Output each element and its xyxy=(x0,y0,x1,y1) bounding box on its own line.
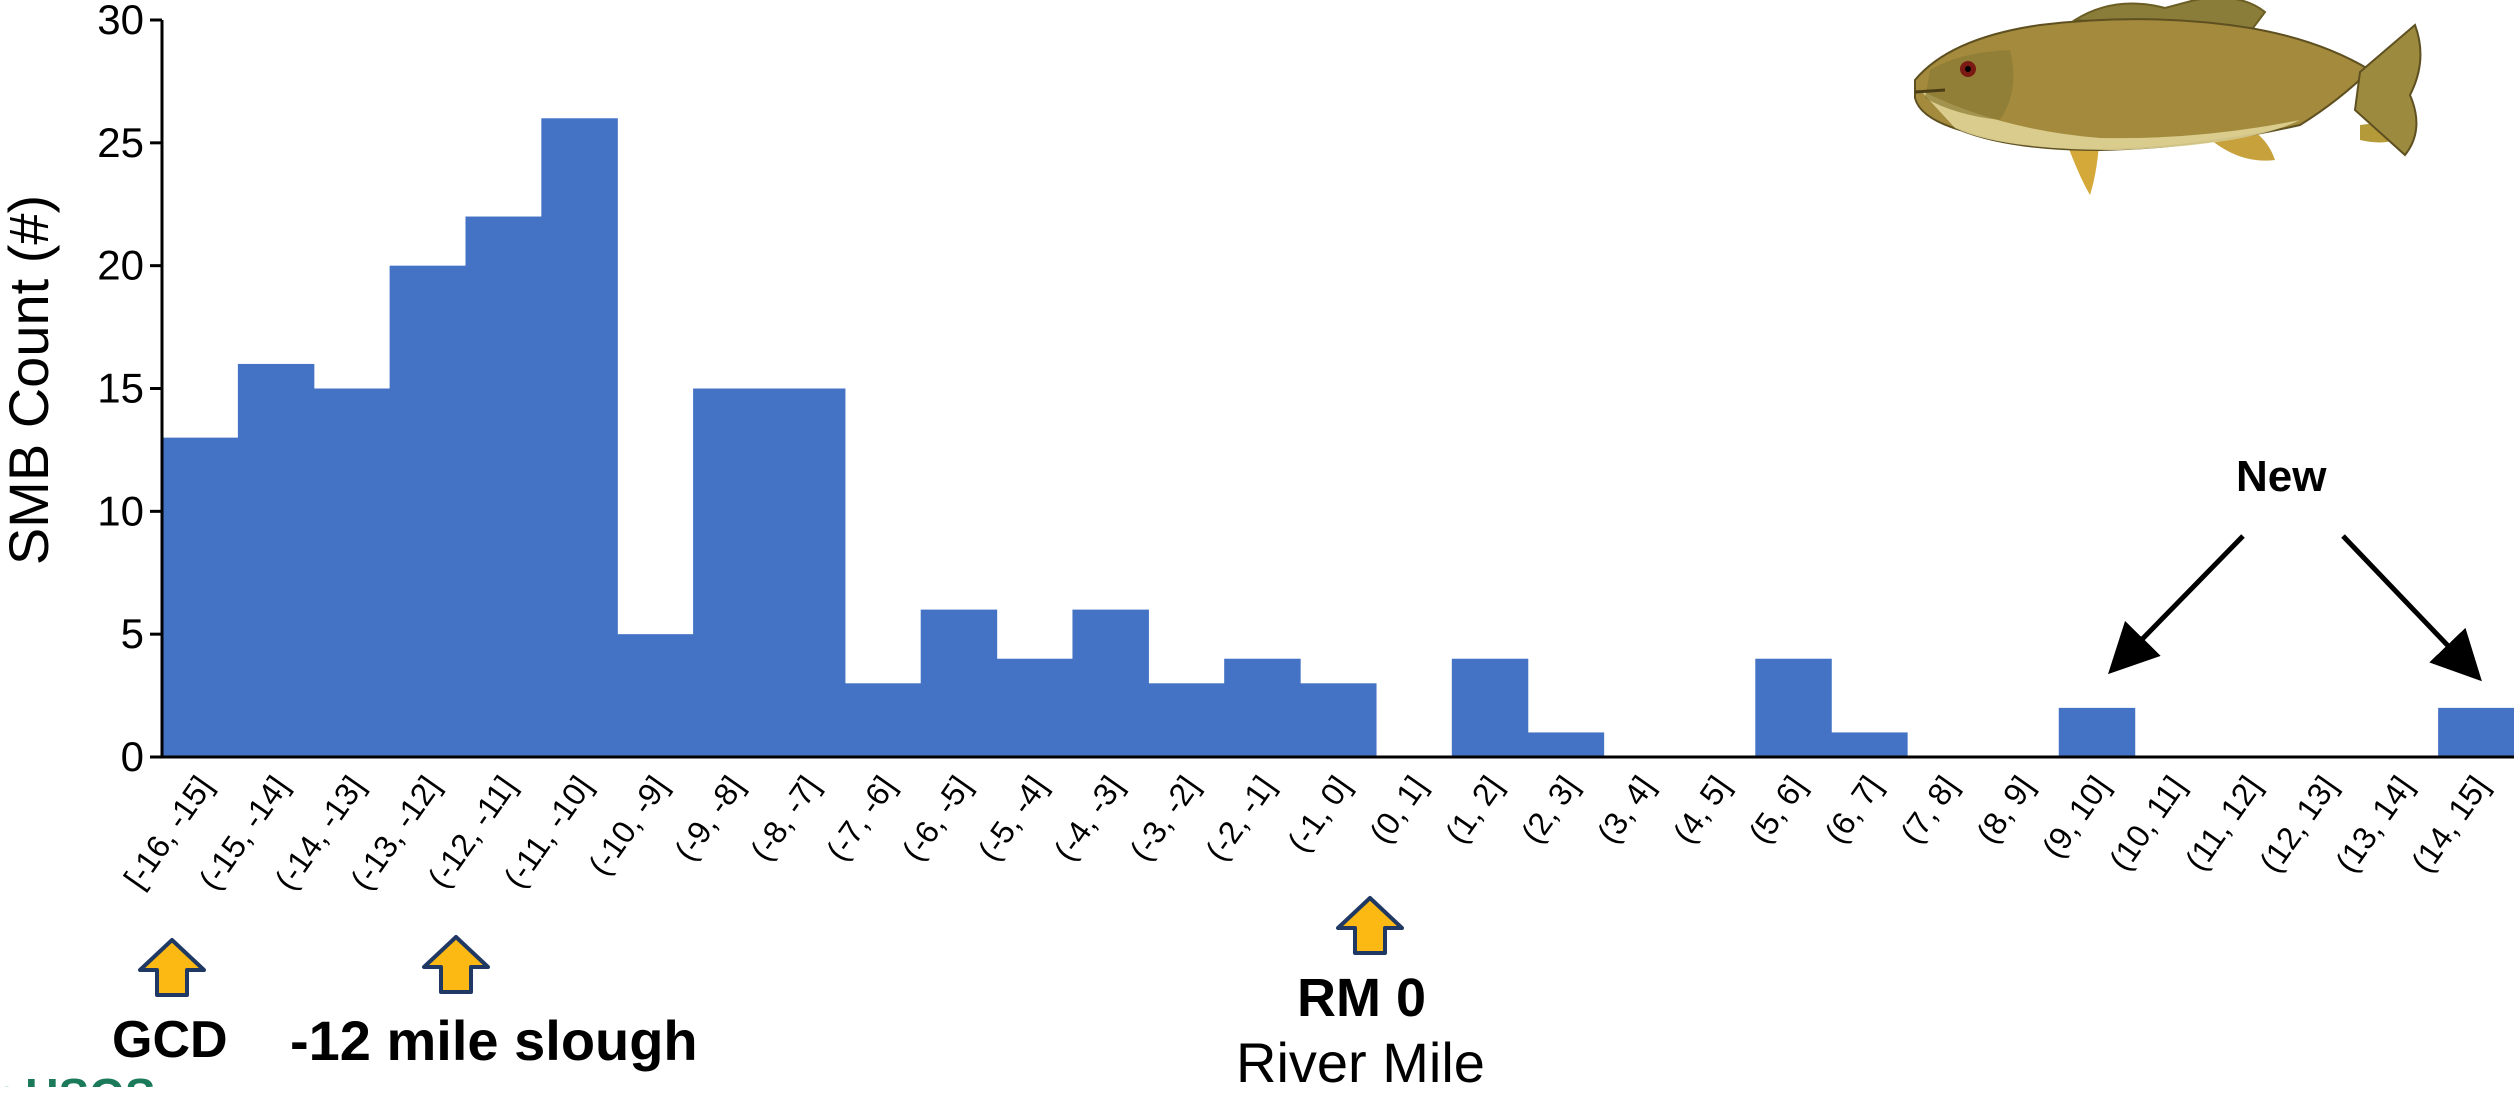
x-tick-label: (5, 6] xyxy=(1742,769,1813,849)
bar-(6, 7] xyxy=(1831,732,1908,757)
y-tick-label: 20 xyxy=(97,242,144,289)
gcd-marker-arrow-icon xyxy=(138,938,206,997)
y-tick-label: 15 xyxy=(97,365,144,412)
bar-series xyxy=(162,118,2514,757)
bar-(-12, -11] xyxy=(465,216,542,757)
bar-(-9, -8] xyxy=(693,388,770,757)
bar-(-5, -4] xyxy=(996,658,1074,757)
bar-(14, 15] xyxy=(2438,707,2514,757)
x-tick-label: (14, 15] xyxy=(2404,769,2496,879)
bar-[-16, -15] xyxy=(162,437,239,757)
slough-label: -12 mile slough xyxy=(290,1009,698,1072)
x-tick-label: (-3, -2] xyxy=(1122,769,1206,867)
x-tick-label: (-9, -8] xyxy=(667,769,751,867)
rm0-marker-arrow-icon xyxy=(1336,896,1404,955)
bar-(-14, -13] xyxy=(313,388,391,757)
x-tick-label: (-4, -3] xyxy=(1047,769,1131,867)
x-tick-label: (-6, -5] xyxy=(895,769,979,867)
x-tick-label: (13, 14] xyxy=(2328,769,2420,879)
x-tick-label: (-10, -9] xyxy=(581,769,675,881)
bar-(-15, -14] xyxy=(237,363,315,757)
bar-(2, 3] xyxy=(1527,732,1605,757)
bar-(-13, -12] xyxy=(389,265,467,757)
new-label: New xyxy=(2236,452,2327,501)
x-tick-label: (10, 11] xyxy=(2102,769,2192,877)
bar-(9, 10] xyxy=(2058,707,2136,757)
x-tick-label: (0, 1] xyxy=(1362,769,1433,849)
x-tick-label: (2, 3] xyxy=(1514,769,1585,849)
x-axis: [-16, -15](-15, -14](-14, -13](-13, -12]… xyxy=(117,755,2514,896)
y-tick-label: 30 xyxy=(97,0,144,43)
bar-(5, 6] xyxy=(1755,658,1832,757)
x-tick-label: (-7, -6] xyxy=(819,769,903,867)
bar-(-6, -5] xyxy=(920,609,998,757)
slough-marker-arrow-icon xyxy=(422,935,490,994)
x-axis-label: River Mile xyxy=(1236,1031,1485,1094)
bar-(-2, -1] xyxy=(1224,658,1301,757)
bar-(-1, 0] xyxy=(1300,683,1377,757)
new-annotation-arrows xyxy=(2108,534,2482,682)
bar-(-11, -10] xyxy=(541,118,618,757)
rm0-label: RM 0 xyxy=(1297,968,1427,1028)
bar-(-10, -9] xyxy=(617,634,694,757)
x-tick-label: (-8, -7] xyxy=(743,769,827,867)
y-tick-label: 10 xyxy=(97,487,144,534)
bar-(-8, -7] xyxy=(768,388,846,757)
x-tick-label: (9, 10] xyxy=(2035,769,2117,864)
bar-(-3, -2] xyxy=(1148,683,1225,757)
y-tick-label: 5 xyxy=(121,610,144,657)
x-tick-label: (7, 8] xyxy=(1893,769,1964,849)
x-tick-label: (-2, -1] xyxy=(1198,769,1282,867)
y-axis-label: SMB Count (#) xyxy=(0,195,60,565)
x-tick-label: (12, 13] xyxy=(2252,769,2344,879)
y-axis: 0 5 10 15 20 25 30 xyxy=(97,0,164,780)
x-tick-label: (8, 9] xyxy=(1969,769,2040,849)
x-tick-label: (-1, 0] xyxy=(1280,769,1357,858)
bar-(1, 2] xyxy=(1451,658,1529,757)
bar-(-7, -6] xyxy=(844,683,922,757)
x-tick-label: (6, 7] xyxy=(1818,769,1889,849)
y-tick-label: 0 xyxy=(121,733,144,780)
y-tick-label: 25 xyxy=(97,119,144,166)
bar-(-4, -3] xyxy=(1072,609,1149,757)
x-tick-label: (3, 4] xyxy=(1590,769,1661,849)
smallmouth-bass-fish-image xyxy=(1914,0,2422,195)
gcd-label: GCD xyxy=(112,1011,228,1069)
x-tick-label: (-5, -4] xyxy=(971,769,1055,867)
x-tick-label: (4, 5] xyxy=(1666,769,1737,849)
x-tick-label: (1, 2] xyxy=(1438,769,1509,849)
usgs-logo: ≈USGS xyxy=(0,1072,165,1087)
